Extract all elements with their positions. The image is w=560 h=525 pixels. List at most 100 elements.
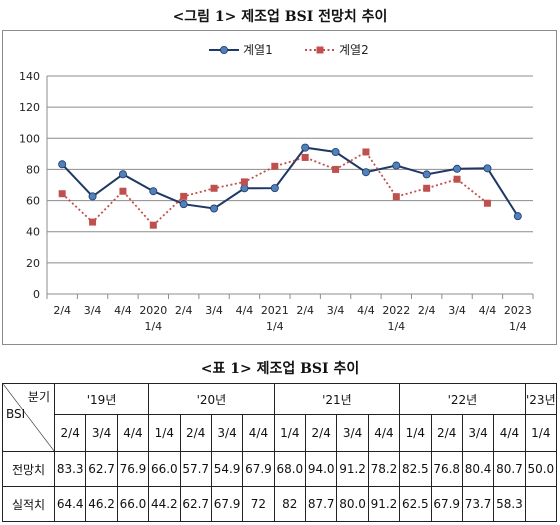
x-tick-label: 2020 [139,304,167,317]
table-cell: 72 [242,486,275,522]
quarter-header: 2/4 [53,414,87,452]
series-1-point [513,212,522,221]
series-1-point [210,204,219,213]
series-1-point [149,187,158,196]
x-tick-label: 2/4 [175,304,193,317]
x-tick-label: 1/4 [387,320,405,333]
table-row: 실적치 64.4 46.2 66.0 44.2 62.7 67.9 72 82 87.7 80.0 9… [2,486,558,522]
table-cell: 57.7 [179,451,212,487]
x-tick-label: 4/4 [114,304,132,317]
series-1-point [483,164,492,173]
table-cell: 68.0 [273,451,307,487]
x-tick-label: 2021 [261,304,289,317]
bsi-data-table: 분기 BSI '19년 '20년 '21년 '22년 '23년 2/4 3/4 4/4 1/4 2/4… [2,383,558,522]
year-header: '23년 [524,383,558,415]
quarter-header: 2/4 [179,414,212,452]
table-cell: 50.0 [524,451,558,487]
series-2-point [119,187,127,195]
table-cell: 83.3 [53,451,87,487]
series-1-point [118,170,127,179]
table-cell: 58.3 [493,486,526,522]
series-2-point [180,192,188,200]
table-cell: 46.2 [85,486,118,522]
row-header: 전망치 [2,451,55,487]
quarter-header: 2/4 [430,414,463,452]
table-cell: 82 [273,486,307,522]
table-cell: 87.7 [304,486,338,522]
quarter-header: 4/4 [367,414,401,452]
series-2-point [301,153,309,161]
table-cell: 62.7 [179,486,212,522]
table-cell: 78.2 [367,451,401,487]
table-corner: 분기 BSI [2,383,55,452]
series-line-1 [61,146,519,217]
table-cell: 94.0 [304,451,338,487]
y-tick-label: 100 [19,132,40,145]
quarter-header: 1/4 [148,414,181,452]
line-chart: 0 20 40 60 80 100 120 140 2/4 3/4 4/4 2020 1/4 2/4 3/4… [19,43,534,333]
table-cell: 80.0 [336,486,369,522]
quarter-header: 2/4 [304,414,338,452]
table-cell: 76.9 [116,451,150,487]
table-cell: 64.4 [53,486,87,522]
series-2-point [392,193,400,201]
table-cell: 91.2 [367,486,401,522]
table-cell: 67.9 [430,486,463,522]
y-tick-label: 60 [26,195,40,208]
x-tick-label: 4/4 [236,304,254,317]
table-cell: 62.5 [399,486,432,522]
table-cell: 67.9 [242,451,275,487]
series-1-point [453,164,462,173]
y-tick-label: 20 [26,257,40,270]
table-cell: 44.2 [148,486,181,522]
series-1-point [301,143,310,152]
figure-title: <그림 1> 제조업 BSI 전망치 추이 [172,9,388,25]
x-tick-label: 3/4 [84,304,102,317]
x-tick-label: 4/4 [357,304,375,317]
series-1-point [88,192,97,201]
table-cell: 62.7 [85,451,118,487]
year-header: '20년 [148,383,275,415]
legend-marker-1 [219,45,228,54]
chart-area: 0 20 40 60 80 100 120 140 2/4 3/4 4/4 2020 1/4 2/4 3/4… [2,30,557,345]
x-tick-label: 2/4 [53,304,71,317]
x-tick-label: 3/4 [205,304,223,317]
series-2-point [149,221,157,229]
table-cell: 54.9 [210,451,244,487]
quarter-header: 3/4 [461,414,495,452]
series-2-point [58,190,66,198]
series-2-point [483,199,491,207]
series-2-point [453,175,461,183]
quarter-header: 3/4 [85,414,118,452]
quarter-header: 1/4 [273,414,307,452]
year-header: '19년 [53,383,150,415]
series-1-point [331,147,340,156]
x-tick-label: 3/4 [448,304,466,317]
table-row: 전망치 83.3 62.7 76.9 66.0 57.7 54.9 67.9 68.0 94.0 9… [2,451,558,487]
table-cell: 76.8 [430,451,463,487]
table-cell [524,486,558,522]
quarter-header: 1/4 [399,414,432,452]
table-cell: 91.2 [336,451,369,487]
corner-label-bsi: BSI [6,407,26,421]
series-2-point [89,218,97,226]
series-2-point [362,148,370,156]
series-line-2 [61,150,488,227]
series-1-point [270,184,279,193]
table-cell: 82.5 [399,451,432,487]
row-header: 실적치 [2,486,55,522]
table-cell: 66.0 [148,451,181,487]
x-tick-label: 2023 [504,304,532,317]
series-2-point [271,162,279,170]
series-2-point [332,165,340,173]
quarter-header: 4/4 [116,414,150,452]
quarter-header: 4/4 [242,414,275,452]
y-tick-label: 40 [26,226,40,239]
quarter-header: 1/4 [524,414,558,452]
series-2-point [210,184,218,192]
table-cell: 80.7 [493,451,526,487]
table-cell: 67.9 [210,486,244,522]
x-tick-label: 4/4 [479,304,497,317]
y-tick-label: 140 [19,70,40,83]
year-header: '22년 [399,383,526,415]
